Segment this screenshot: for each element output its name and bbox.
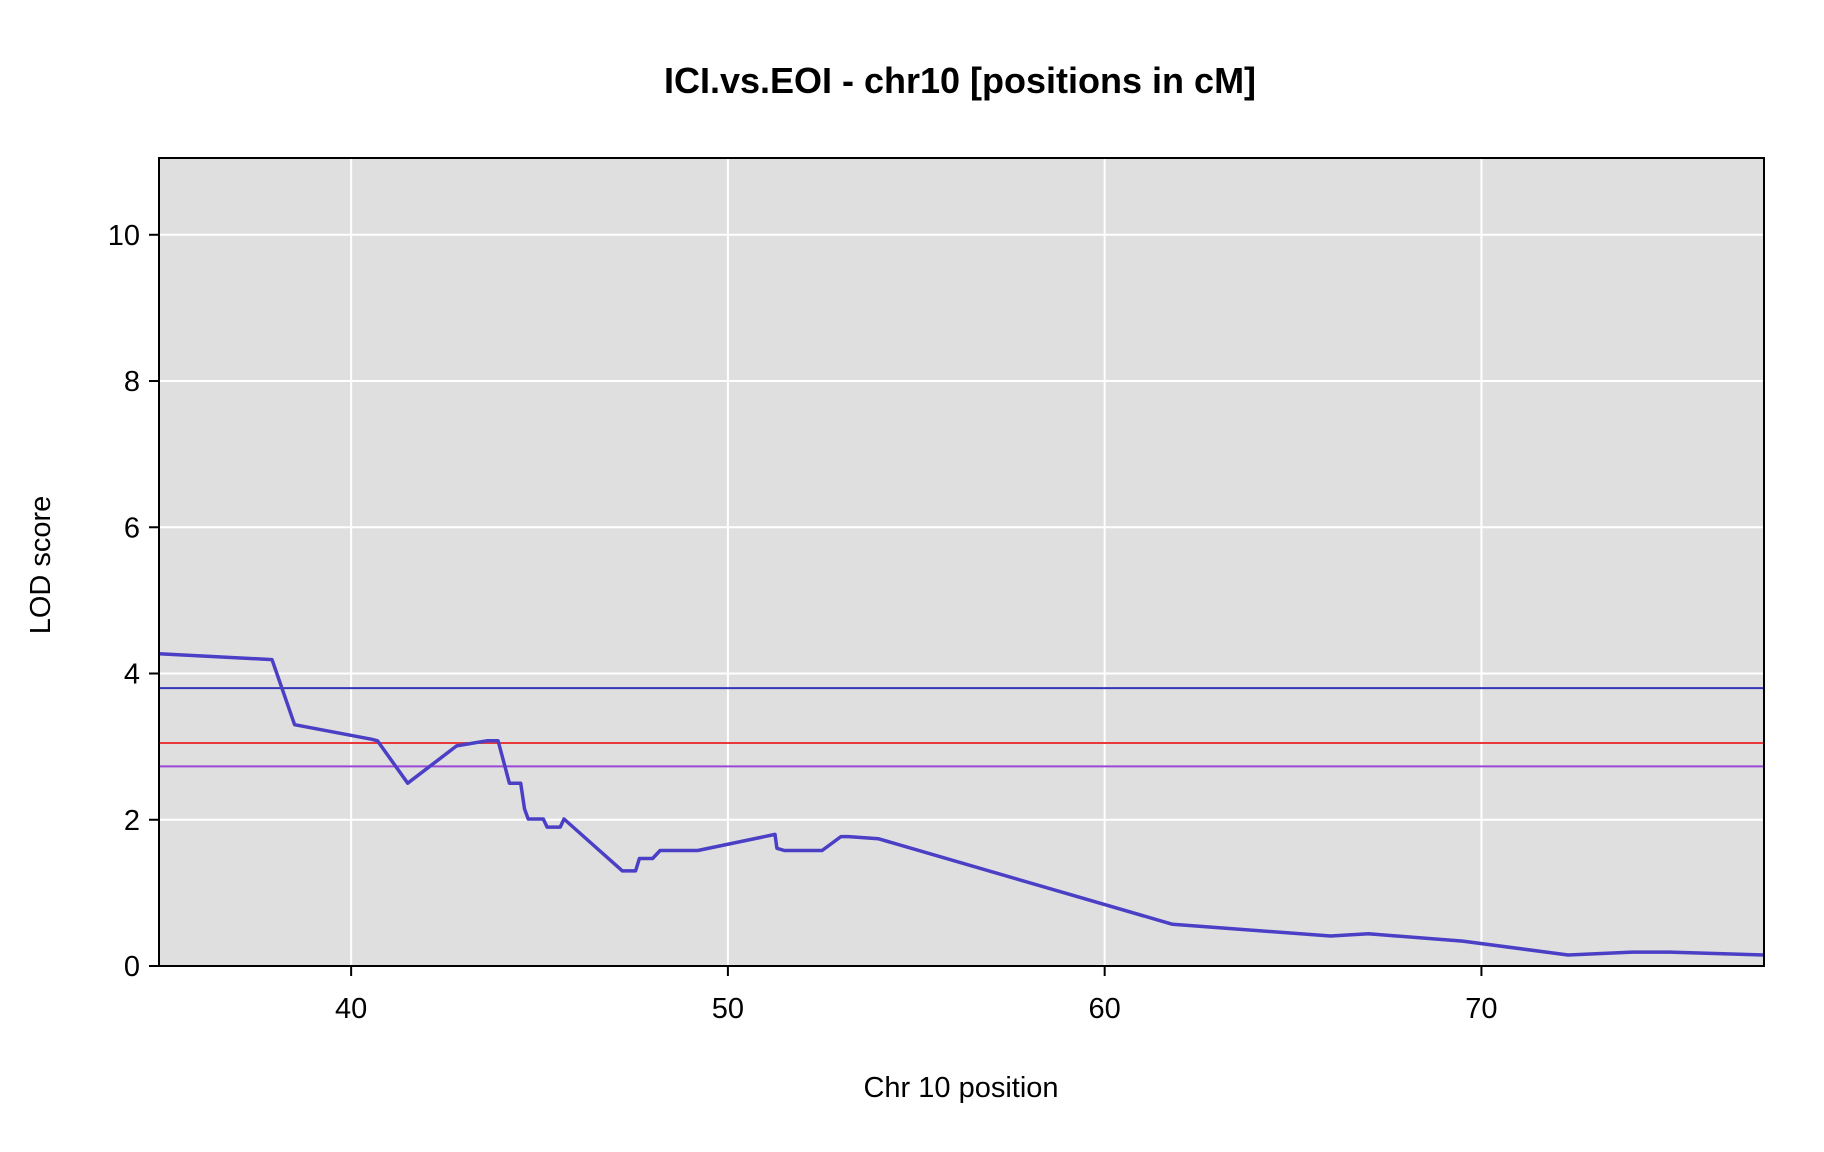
x-tick-label: 60 <box>1089 993 1121 1025</box>
x-axis-label: Chr 10 position <box>863 1072 1058 1104</box>
y-tick-label: 10 <box>108 220 140 252</box>
grid-lines <box>159 158 1764 967</box>
y-tick-label: 2 <box>124 805 140 837</box>
x-tick-label: 70 <box>1465 993 1497 1025</box>
x-tick-label: 40 <box>335 993 367 1025</box>
y-tick-label: 0 <box>124 951 140 983</box>
series-line <box>158 652 1765 957</box>
x-tick-label: 50 <box>712 993 744 1025</box>
y-tick-label: 4 <box>124 659 140 691</box>
x-axis-ticks: 40 50 60 70 <box>335 966 1498 1025</box>
chart-title: ICI.vs.EOI - chr10 [positions in cM] <box>664 60 1256 101</box>
plot-frame <box>158 157 1765 967</box>
y-axis-ticks: 0 2 4 6 8 10 <box>108 220 159 983</box>
plot-area <box>159 158 1764 966</box>
threshold-lines <box>159 687 1764 768</box>
y-tick-label: 6 <box>124 512 140 544</box>
y-tick-label: 8 <box>124 366 140 398</box>
lod-series <box>158 652 1765 957</box>
y-axis-label: LOD score <box>25 496 57 635</box>
